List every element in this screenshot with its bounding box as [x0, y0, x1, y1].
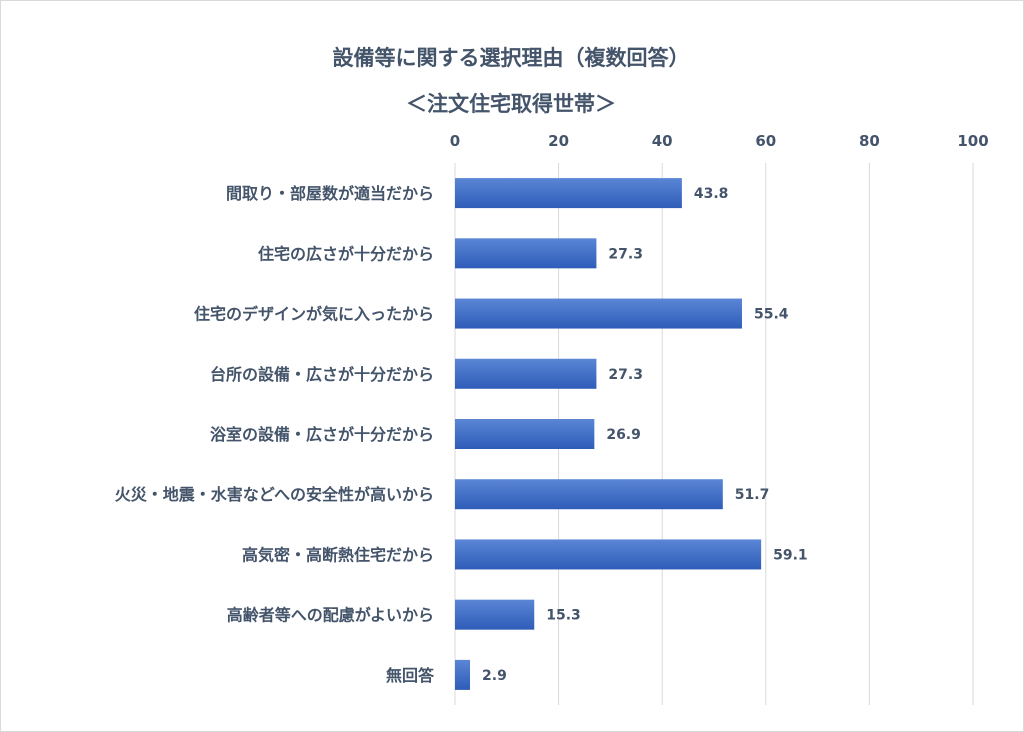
category-label: 高齢者等への配慮がよいから: [227, 606, 434, 625]
x-tick-label: 60: [755, 132, 776, 150]
data-label: 15.3: [546, 608, 581, 624]
chart-subtitle: ＜注文住宅取得世帯＞: [406, 92, 616, 116]
bars: [455, 178, 762, 690]
category-label: 住宅の広さが十分だから: [258, 244, 434, 263]
bar: [455, 539, 762, 570]
data-label: 26.9: [606, 427, 641, 443]
category-label: 浴室の設備・広さが十分だから: [210, 425, 434, 444]
x-tick-label: 40: [652, 132, 673, 150]
category-label: 間取り・部屋数が適当だから: [226, 184, 434, 203]
x-tick-label: 0: [450, 132, 460, 150]
x-tick-label: 20: [548, 132, 569, 150]
category-label: 火災・地震・水害などへの安全性が高いから: [115, 485, 434, 504]
data-label: 27.3: [608, 367, 643, 383]
data-labels: 43.8 27.3 55.4 27.3 26.9 51.7 59.1 15.3 2.9: [482, 186, 808, 684]
bar: [455, 599, 535, 630]
bar: [455, 178, 682, 209]
category-label: 住宅のデザインが気に入ったから: [194, 305, 434, 324]
chart-title: 設備等に関する選択理由（複数回答）: [332, 46, 690, 70]
data-label: 43.8: [694, 186, 729, 202]
x-axis-ticks: 0 20 40 60 80 100: [450, 132, 989, 150]
category-label: 高気密・高断熱住宅だから: [242, 545, 434, 564]
data-label: 59.1: [773, 547, 808, 563]
x-tick-label: 80: [859, 132, 880, 150]
bar: [455, 419, 595, 449]
bar: [455, 358, 597, 389]
bar: [455, 238, 597, 269]
category-label: 台所の設備・広さが十分だから: [210, 365, 434, 384]
x-tick-label: 100: [957, 132, 988, 150]
category-label: 無回答: [386, 666, 435, 685]
data-label: 2.9: [482, 668, 507, 684]
bar: [455, 659, 471, 690]
bar: [455, 479, 723, 510]
data-label: 55.4: [754, 307, 789, 323]
data-label: 27.3: [608, 246, 643, 262]
bar: [455, 298, 742, 329]
category-labels: 間取り・部屋数が適当だから住宅の広さが十分だから住宅のデザインが気に入ったから台…: [115, 184, 435, 685]
data-label: 51.7: [735, 487, 770, 503]
